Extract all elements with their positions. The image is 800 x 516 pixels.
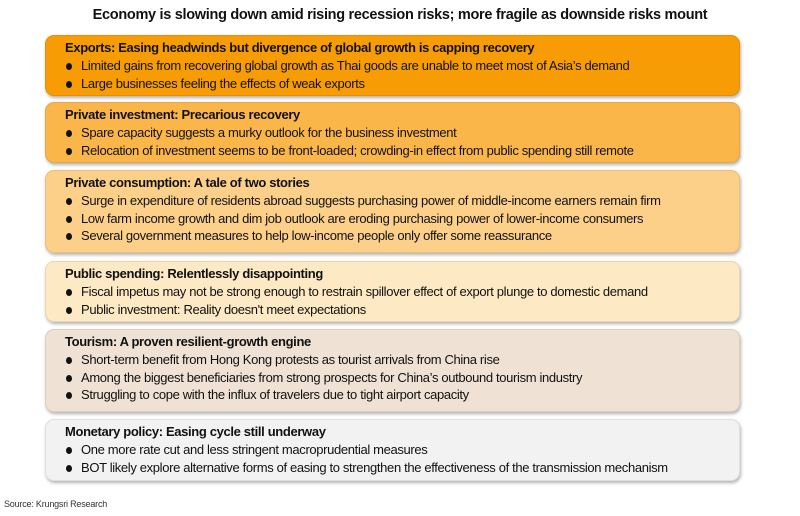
bullet-list: Surge in expenditure of residents abroad… [65, 192, 739, 245]
bullet-item: Limited gains from recovering global gro… [65, 57, 739, 75]
box-heading: Monetary policy: Easing cycle still unde… [65, 424, 326, 439]
bullet-item: Struggling to cope with the influx of tr… [65, 386, 739, 404]
box-tourism: Tourism: A proven resilient-growth engin… [45, 329, 740, 412]
bullet-item: Spare capacity suggests a murky outlook … [65, 124, 739, 142]
bullet-item: Large businesses feeling the effects of … [65, 75, 739, 93]
box-heading: Exports: Easing headwinds but divergence… [65, 40, 535, 55]
box-monetary-policy: Monetary policy: Easing cycle still unde… [45, 419, 740, 481]
box-heading: Private investment: Precarious recovery [65, 107, 300, 122]
bullet-item: One more rate cut and less stringent mac… [65, 441, 739, 459]
bullet-item: Low farm income growth and dim job outlo… [65, 210, 739, 228]
bullet-item: Relocation of investment seems to be fro… [65, 142, 739, 160]
bullet-item: Public investment: Reality doesn't meet … [65, 301, 739, 319]
bullet-list: Short-term benefit from Hong Kong protes… [65, 351, 739, 404]
box-heading: Tourism: A proven resilient-growth engin… [65, 334, 311, 349]
box-public-spending: Public spending: Relentlessly disappoint… [45, 261, 740, 322]
bullet-item: Several government measures to help low-… [65, 227, 739, 245]
bullet-item: Among the biggest beneficiaries from str… [65, 369, 739, 387]
bullet-list: One more rate cut and less stringent mac… [65, 441, 739, 476]
box-private-consumption: Private consumption: A tale of two stori… [45, 170, 740, 253]
box-private-investment: Private investment: Precarious recovery S… [45, 102, 740, 163]
box-heading: Private consumption: A tale of two stori… [65, 175, 310, 190]
bullet-list: Limited gains from recovering global gro… [65, 57, 739, 92]
bullet-item: Surge in expenditure of residents abroad… [65, 192, 739, 210]
bullet-item: BOT likely explore alternative forms of … [65, 459, 739, 477]
bullet-item: Fiscal impetus may not be strong enough … [65, 283, 739, 301]
source-note: Source: Krungsri Research [4, 499, 108, 509]
bullet-list: Spare capacity suggests a murky outlook … [65, 124, 739, 159]
bullet-item: Short-term benefit from Hong Kong protes… [65, 351, 739, 369]
page-title: Economy is slowing down amid rising rece… [92, 7, 708, 23]
box-exports: Exports: Easing headwinds but divergence… [45, 35, 740, 96]
bullet-list: Fiscal impetus may not be strong enough … [65, 283, 739, 318]
box-heading: Public spending: Relentlessly disappoint… [65, 266, 323, 281]
